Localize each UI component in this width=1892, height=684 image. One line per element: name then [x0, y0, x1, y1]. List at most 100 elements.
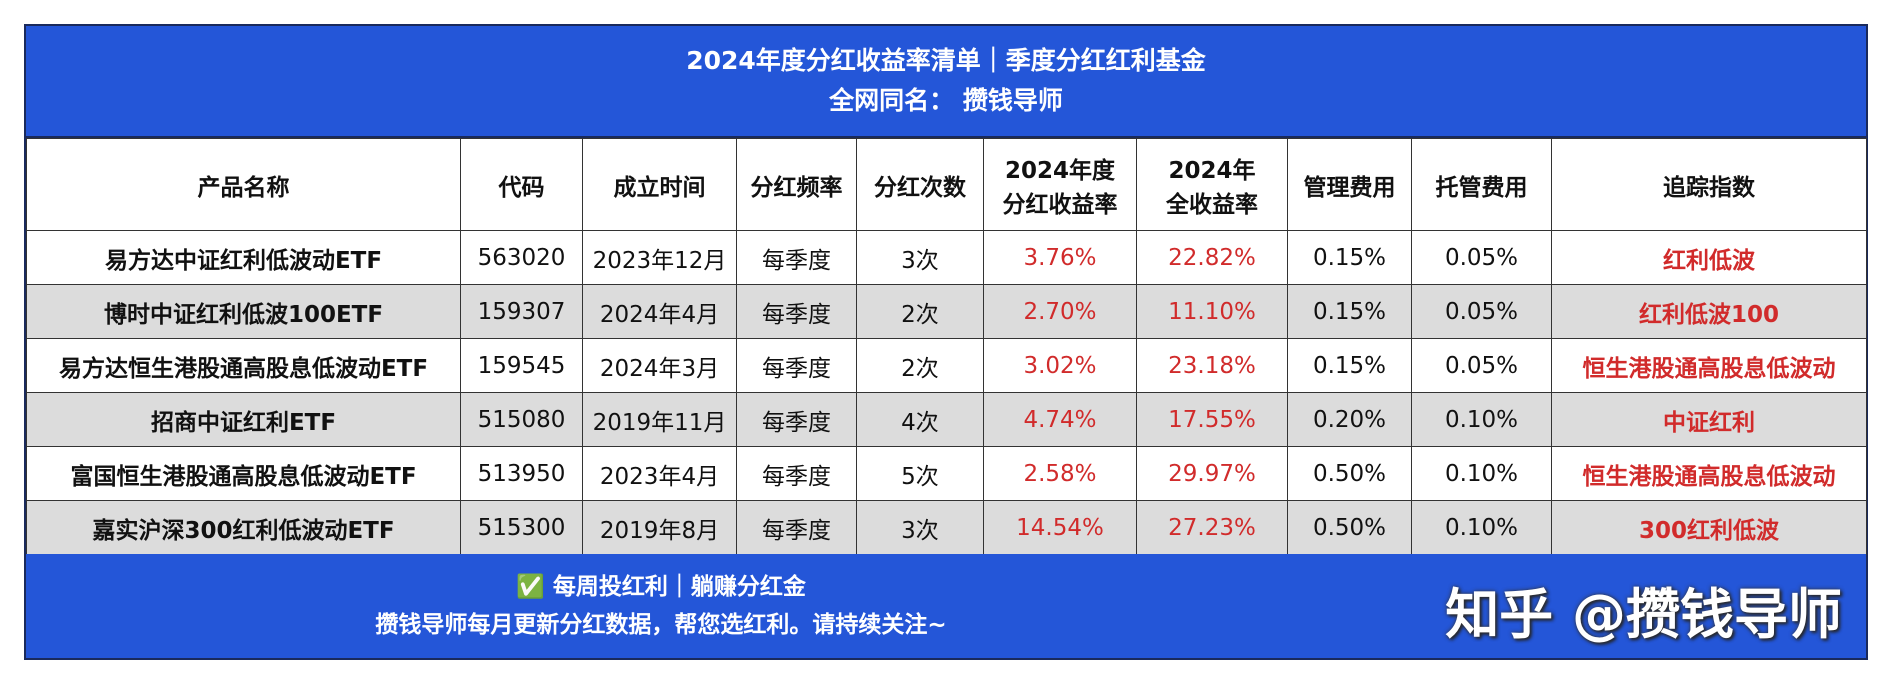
footer-line: ✅ 每周投红利｜躺赚分红金	[516, 574, 806, 600]
column-header: 分红次数	[856, 138, 984, 231]
subtitle: 全网同名： 攒钱导师	[829, 86, 1063, 115]
header-line: 分红频率	[750, 174, 843, 201]
table: 产品名称 代码 成立时间 分红频率 分红次数 2024年度 分红收益率 2024年 全收益率 管理…	[26, 138, 1867, 555]
table-row: 富国恒生港股通高股息低波动ETF 513950 2023年4月 每季度 5次 2.58% 2…	[26, 446, 1867, 501]
cell: 159545	[460, 338, 583, 393]
header-row: 产品名称 代码 成立时间 分红频率 分红次数 2024年度 分红收益率 2024年 全收益率 管理…	[26, 138, 1867, 231]
header-line: 产品名称	[197, 174, 290, 201]
cell: 红利低波100	[1551, 284, 1867, 339]
cell: 23.18%	[1136, 338, 1288, 393]
cell: 中证红利	[1551, 392, 1867, 447]
cell: 22.82%	[1136, 230, 1288, 285]
table-row: 易方达恒生港股通高股息低波动ETF 159545 2024年3月 每季度 2次 3.02%…	[26, 338, 1867, 393]
column-header: 代码	[460, 138, 583, 231]
cell: 2.70%	[983, 284, 1137, 339]
cell: 563020	[460, 230, 583, 285]
cell: 0.10%	[1411, 446, 1552, 501]
watermark: 知乎 @攒钱导师	[1445, 583, 1842, 646]
cell: 3次	[856, 500, 984, 555]
cell: 0.50%	[1287, 446, 1412, 501]
cell: 2次	[856, 338, 984, 393]
cell: 富国恒生港股通高股息低波动ETF	[26, 446, 461, 501]
column-header: 追踪指数	[1551, 138, 1867, 231]
cell: 0.10%	[1411, 392, 1552, 447]
cell: 2023年12月	[582, 230, 737, 285]
header-line: 分红收益率	[1002, 191, 1118, 218]
cell: 0.05%	[1411, 338, 1552, 393]
header-line: 2024年度	[1004, 157, 1115, 184]
cell: 27.23%	[1136, 500, 1288, 555]
column-header: 成立时间	[582, 138, 737, 231]
cell: 4.74%	[983, 392, 1137, 447]
cell: 0.05%	[1411, 230, 1552, 285]
header-line: 2024年	[1168, 157, 1256, 184]
cell: 红利低波	[1551, 230, 1867, 285]
cell: 2023年4月	[582, 446, 737, 501]
table-row: 嘉实沪深300红利低波动ETF 515300 2019年8月 每季度 3次 14.54% 2…	[26, 500, 1867, 555]
cell: 4次	[856, 392, 984, 447]
cell: 515080	[460, 392, 583, 447]
table-row: 易方达中证红利低波动ETF 563020 2023年12月 每季度 3次 3.76% 22.…	[26, 230, 1867, 285]
column-header: 分红频率	[736, 138, 857, 231]
table-row: 招商中证红利ETF 515080 2019年11月 每季度 4次 4.74% 17.55% 0…	[26, 392, 1867, 447]
cell: 招商中证红利ETF	[26, 392, 461, 447]
cell: 300红利低波	[1551, 500, 1867, 555]
cell: 每季度	[736, 500, 857, 555]
header-line: 分红次数	[874, 174, 966, 201]
cell: 0.20%	[1287, 392, 1412, 447]
column-header: 产品名称	[26, 138, 461, 231]
cell: 3次	[856, 230, 984, 285]
column-header: 托管费用	[1411, 138, 1552, 231]
cell: 嘉实沪深300红利低波动ETF	[26, 500, 461, 555]
cell: 2024年3月	[582, 338, 737, 393]
cell: 0.10%	[1411, 500, 1552, 555]
cell: 3.02%	[983, 338, 1137, 393]
cell: 14.54%	[983, 500, 1137, 555]
cell: 2019年8月	[582, 500, 737, 555]
cell: 515300	[460, 500, 583, 555]
banner: 2024年度分红收益率清单｜季度分红红利基金 全网同名： 攒钱导师	[26, 26, 1866, 138]
cell: 29.97%	[1136, 446, 1288, 501]
cell: 易方达中证红利低波动ETF	[26, 230, 461, 285]
footer-line: 攒钱导师每月更新分红数据，帮您选红利。请持续关注~	[375, 612, 947, 638]
sheet: 2024年度分红收益率清单｜季度分红红利基金 全网同名： 攒钱导师 产品名称 代码…	[24, 24, 1868, 660]
column-header: 2024年全收益率	[1136, 138, 1288, 231]
header-line: 全收益率	[1166, 191, 1258, 218]
cell: 2019年11月	[582, 392, 737, 447]
cell: 11.10%	[1136, 284, 1288, 339]
cell: 5次	[856, 446, 984, 501]
cell: 每季度	[736, 392, 857, 447]
cell: 每季度	[736, 284, 857, 339]
cell: 每季度	[736, 446, 857, 501]
cell: 0.05%	[1411, 284, 1552, 339]
cell: 0.50%	[1287, 500, 1412, 555]
header-line: 追踪指数	[1663, 174, 1755, 201]
footer-text: ✅ 每周投红利｜躺赚分红金攒钱导师每月更新分红数据，帮您选红利。请持续关注~	[26, 568, 1296, 644]
table-row: 博时中证红利低波100ETF 159307 2024年4月 每季度 2次 2.70% 11.…	[26, 284, 1867, 339]
header-line: 托管费用	[1435, 174, 1528, 201]
cell: 2次	[856, 284, 984, 339]
cell: 恒生港股通高股息低波动	[1551, 446, 1867, 501]
cell: 恒生港股通高股息低波动	[1551, 338, 1867, 393]
cell: 3.76%	[983, 230, 1137, 285]
cell: 159307	[460, 284, 583, 339]
header-line: 管理费用	[1303, 174, 1396, 201]
cell: 0.15%	[1287, 338, 1412, 393]
cell: 易方达恒生港股通高股息低波动ETF	[26, 338, 461, 393]
cell: 博时中证红利低波100ETF	[26, 284, 461, 339]
header-line: 成立时间	[613, 174, 706, 201]
header-line: 代码	[498, 174, 545, 201]
cell: 每季度	[736, 230, 857, 285]
cell: 每季度	[736, 338, 857, 393]
column-header: 2024年度 分红收益率	[983, 138, 1137, 231]
table-body: 易方达中证红利低波动ETF 563020 2023年12月 每季度 3次 3.76% 22.…	[26, 230, 1867, 555]
cell: 2024年4月	[582, 284, 737, 339]
cell: 513950	[460, 446, 583, 501]
cell: 0.15%	[1287, 284, 1412, 339]
cell: 17.55%	[1136, 392, 1288, 447]
column-header: 管理费用	[1287, 138, 1412, 231]
cell: 0.15%	[1287, 230, 1412, 285]
title: 2024年度分红收益率清单｜季度分红红利基金	[686, 46, 1206, 75]
footer: ✅ 每周投红利｜躺赚分红金攒钱导师每月更新分红数据，帮您选红利。请持续关注~ 知…	[26, 554, 1866, 658]
cell: 2.58%	[983, 446, 1137, 501]
